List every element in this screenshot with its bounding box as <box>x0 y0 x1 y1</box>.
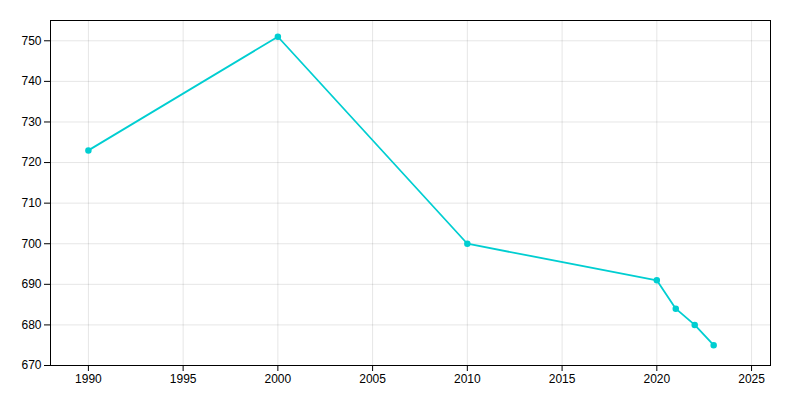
svg-text:2005: 2005 <box>359 372 386 386</box>
svg-text:700: 700 <box>21 237 41 251</box>
svg-text:1995: 1995 <box>170 372 197 386</box>
svg-text:2025: 2025 <box>738 372 765 386</box>
svg-text:690: 690 <box>21 277 41 291</box>
svg-text:750: 750 <box>21 34 41 48</box>
svg-text:2015: 2015 <box>549 372 576 386</box>
svg-text:2010: 2010 <box>454 372 481 386</box>
svg-text:720: 720 <box>21 155 41 169</box>
svg-text:710: 710 <box>21 196 41 210</box>
svg-text:2020: 2020 <box>643 372 670 386</box>
svg-text:2000: 2000 <box>265 372 292 386</box>
svg-text:730: 730 <box>21 115 41 129</box>
svg-text:740: 740 <box>21 74 41 88</box>
svg-text:670: 670 <box>21 358 41 372</box>
svg-text:1990: 1990 <box>75 372 102 386</box>
svg-text:680: 680 <box>21 318 41 332</box>
